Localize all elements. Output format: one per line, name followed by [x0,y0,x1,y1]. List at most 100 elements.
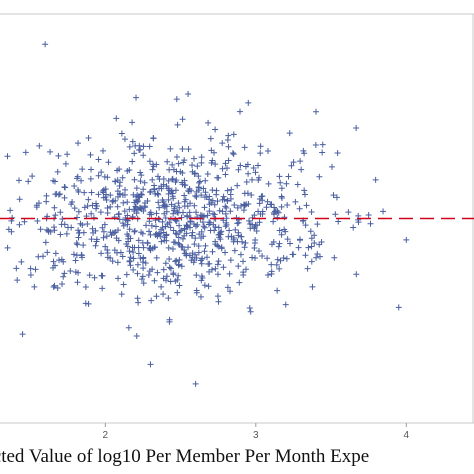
data-point [84,203,91,210]
data-point [153,254,160,261]
data-point [170,210,177,217]
data-point [79,221,86,228]
data-point [181,247,188,254]
data-point [160,266,167,273]
data-point [175,261,182,268]
data-point [75,208,82,215]
data-point [120,222,127,229]
data-point [93,205,100,212]
data-point [109,258,116,265]
x-axis-ticks: 2 3 4 [103,423,410,441]
data-point [125,324,132,331]
x-tick-label: 2 [103,430,109,441]
data-point [211,201,218,208]
data-point [207,227,214,234]
data-points [4,41,410,387]
data-point [149,161,156,168]
data-point [256,219,263,226]
data-point [25,178,32,185]
data-point [135,299,142,306]
data-point [64,151,71,158]
data-point [54,284,61,291]
data-point [308,258,315,265]
data-point [207,219,214,226]
data-point [225,157,232,164]
data-point [100,147,107,154]
data-point [27,271,34,278]
data-point [146,189,153,196]
data-point [95,156,102,163]
data-point [199,219,206,226]
data-point [74,214,81,221]
data-point [169,161,176,168]
data-point [131,150,138,157]
data-point [132,142,139,149]
data-point [226,270,233,277]
data-point [126,248,133,255]
data-point [141,200,148,207]
data-point [173,177,180,184]
data-point [162,260,169,267]
data-point [278,193,285,200]
data-point [71,182,78,189]
data-point [270,218,277,225]
data-point [162,223,169,230]
data-point [253,228,260,235]
data-point [218,228,225,235]
data-point [53,190,60,197]
data-point [198,228,205,235]
data-point [237,251,244,258]
data-point [267,201,274,208]
data-point [120,281,127,288]
data-point [316,173,323,180]
data-point [137,169,144,176]
data-point [89,202,96,209]
data-point [134,295,141,302]
data-point [75,227,82,234]
data-point [140,186,147,193]
data-point [316,241,323,248]
data-point [137,255,144,262]
data-point [170,227,177,234]
data-point [197,178,204,185]
data-point [133,332,140,339]
data-point [201,282,208,289]
data-point [16,221,23,228]
data-point [183,230,190,237]
data-point [74,279,81,286]
data-point [176,204,183,211]
data-point [186,209,193,216]
data-point [179,116,186,123]
data-point [73,252,80,259]
data-point [284,202,291,209]
data-point [222,160,229,167]
data-point [156,216,163,223]
data-point [226,227,233,234]
data-point [319,141,326,148]
data-point [113,115,120,122]
data-point [119,220,126,227]
data-point [247,225,254,232]
data-point [151,185,158,192]
data-point [114,259,121,266]
data-point [62,160,69,167]
data-point [85,196,92,203]
data-point [331,254,338,261]
data-point [212,126,219,133]
data-point [255,162,262,169]
data-point [132,203,139,210]
data-point [75,269,82,276]
data-point [252,255,259,262]
data-point [154,232,161,239]
data-point [184,203,191,210]
data-point [97,209,104,216]
data-point [201,204,208,211]
data-point [125,232,132,239]
data-point [263,204,270,211]
data-point [235,263,242,270]
data-point [224,284,231,291]
data-point [140,265,147,272]
data-point [288,162,295,169]
data-point [120,199,127,206]
data-point [147,361,154,368]
